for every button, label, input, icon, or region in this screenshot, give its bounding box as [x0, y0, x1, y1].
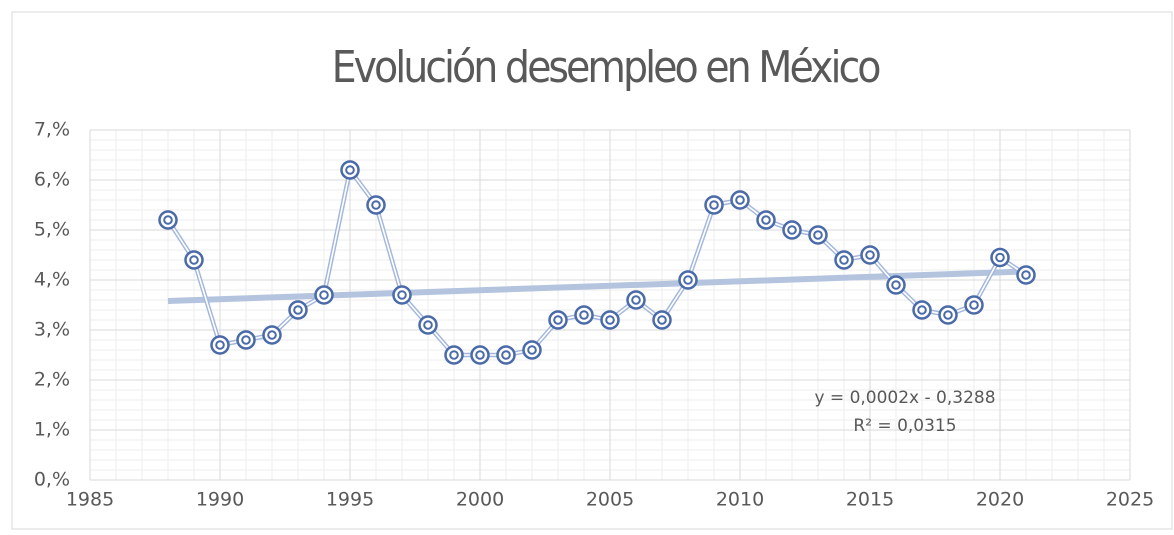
marker [886, 275, 906, 295]
marker-inner [761, 215, 771, 225]
marker-inner [553, 315, 563, 325]
marker [392, 285, 412, 305]
y-tick-label: 5,% [34, 219, 70, 241]
marker-inner [839, 255, 849, 265]
marker [626, 290, 646, 310]
marker-inner [371, 200, 381, 210]
marker [158, 210, 178, 230]
marker [496, 345, 516, 365]
annotation: y = 0,0002x - 0,3288 [814, 388, 995, 408]
marker [288, 300, 308, 320]
marker [600, 310, 620, 330]
marker-inner [579, 310, 589, 320]
marker [652, 310, 672, 330]
marker-inner [345, 165, 355, 175]
x-tick-label: 1990 [196, 489, 244, 511]
x-tick-label: 2010 [716, 489, 764, 511]
marker-inner [1021, 270, 1031, 280]
marker-inner [527, 345, 537, 355]
marker [678, 270, 698, 290]
marker-inner [683, 275, 693, 285]
marker [210, 335, 230, 355]
marker [522, 340, 542, 360]
marker [808, 225, 828, 245]
marker-inner [709, 200, 719, 210]
marker [782, 220, 802, 240]
marker [938, 305, 958, 325]
marker [236, 330, 256, 350]
marker [1016, 265, 1036, 285]
marker-inner [891, 280, 901, 290]
marker-inner [423, 320, 433, 330]
marker [340, 160, 360, 180]
marker [990, 247, 1010, 268]
x-tick-label: 1985 [66, 489, 114, 511]
marker-inner [657, 315, 667, 325]
marker-inner [605, 315, 615, 325]
marker [834, 250, 854, 270]
marker [444, 345, 464, 365]
marker-inner [189, 255, 199, 265]
x-tick-label: 2005 [586, 489, 634, 511]
annotation: R² = 0,0315 [853, 416, 956, 436]
series-line-inner [167, 168, 1027, 356]
marker-inner [917, 305, 927, 315]
marker-inner [397, 290, 407, 300]
y-tick-label: 4,% [34, 269, 70, 291]
marker-inner [241, 335, 251, 345]
x-tick-label: 2025 [1106, 489, 1154, 511]
y-tick-label: 0,% [34, 469, 70, 491]
x-tick-label: 1995 [326, 489, 374, 511]
marker [366, 195, 386, 215]
marker-inner [787, 225, 797, 235]
marker-inner [943, 310, 953, 320]
marker [470, 345, 490, 365]
y-tick-label: 2,% [34, 369, 70, 391]
marker [964, 295, 984, 315]
marker-inner [995, 252, 1005, 263]
marker-inner [865, 250, 875, 260]
marker-inner [735, 195, 745, 205]
marker [262, 325, 282, 345]
marker-inner [813, 230, 823, 240]
marker-inner [475, 350, 485, 360]
marker-inner [449, 350, 459, 360]
marker [756, 210, 776, 230]
marker-inner [267, 330, 277, 340]
marker [184, 250, 204, 270]
marker-inner [631, 295, 641, 305]
y-tick-label: 6,% [34, 169, 70, 191]
marker [548, 310, 568, 330]
y-tick-label: 3,% [34, 319, 70, 341]
marker [574, 305, 594, 325]
marker [860, 245, 880, 265]
marker-inner [501, 350, 511, 360]
x-tick-label: 2000 [456, 489, 504, 511]
marker-inner [293, 305, 303, 315]
marker-inner [215, 340, 225, 350]
marker [704, 195, 724, 215]
chart-title: Evolución desempleo en México [332, 42, 881, 93]
marker-inner [969, 300, 979, 310]
marker-inner [319, 290, 329, 300]
trendline [167, 268, 1027, 304]
y-tick-label: 7,% [34, 119, 70, 141]
x-tick-label: 2015 [846, 489, 894, 511]
marker [730, 190, 750, 210]
marker [912, 300, 932, 320]
marker [418, 315, 438, 335]
y-tick-label: 1,% [34, 419, 70, 441]
marker [314, 285, 334, 305]
marker-inner [163, 215, 173, 225]
x-tick-label: 2020 [976, 489, 1024, 511]
